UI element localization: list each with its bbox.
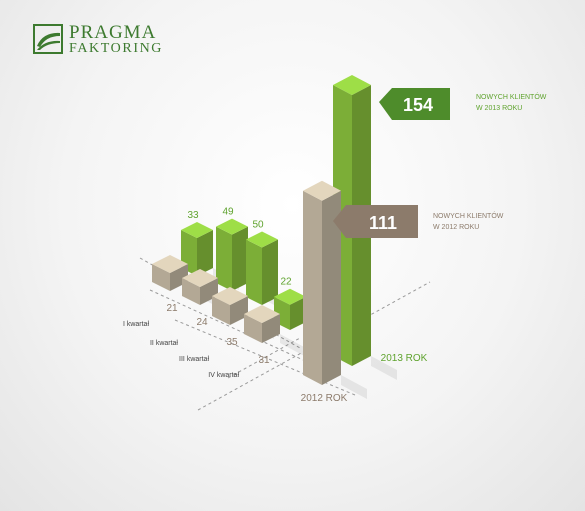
value-label-2012: 35 xyxy=(226,337,238,348)
logo-mark-icon xyxy=(33,24,63,54)
value-label-2013: 49 xyxy=(222,207,234,218)
quarter-label: II kwartał xyxy=(150,340,178,347)
quarter-label: III kwartał xyxy=(179,356,209,363)
series-label-2012: 2012 ROK xyxy=(301,393,348,404)
brand-logo: PRAGMA FAKTORING xyxy=(33,22,193,62)
callout-text-2012: NOWYCH KLIENTÓW xyxy=(433,211,504,220)
quarter-label: I kwartał xyxy=(123,321,150,328)
callout-value-2013: 154 xyxy=(403,95,433,115)
callout-2013 xyxy=(379,88,450,120)
value-label-2013: 33 xyxy=(187,210,199,221)
series-label-2013: 2013 ROK xyxy=(381,353,428,364)
value-label-2012: 21 xyxy=(166,303,178,314)
value-label-2013: 50 xyxy=(252,220,264,231)
value-label-2012: 24 xyxy=(196,317,208,328)
brand-name: PRAGMA xyxy=(69,22,157,43)
bar-2012-4 xyxy=(244,305,306,357)
callout-text-2012: W 2012 ROKU xyxy=(433,224,479,231)
floor-guide-line xyxy=(227,337,301,379)
callout-text-2013: NOWYCH KLIENTÓW xyxy=(476,92,547,101)
value-label-2013: 22 xyxy=(280,277,292,288)
floor-guide-line xyxy=(149,289,326,371)
callout-value-2012: 111 xyxy=(369,213,397,233)
value-label-2012: 31 xyxy=(258,355,270,366)
quarter-label: IV kwartał xyxy=(208,372,239,379)
callout-text-2013: W 2013 ROKU xyxy=(476,105,522,112)
brand-subname: FAKTORING xyxy=(69,41,163,56)
bar-total-2012 xyxy=(303,180,367,399)
callout-2012 xyxy=(333,205,418,238)
